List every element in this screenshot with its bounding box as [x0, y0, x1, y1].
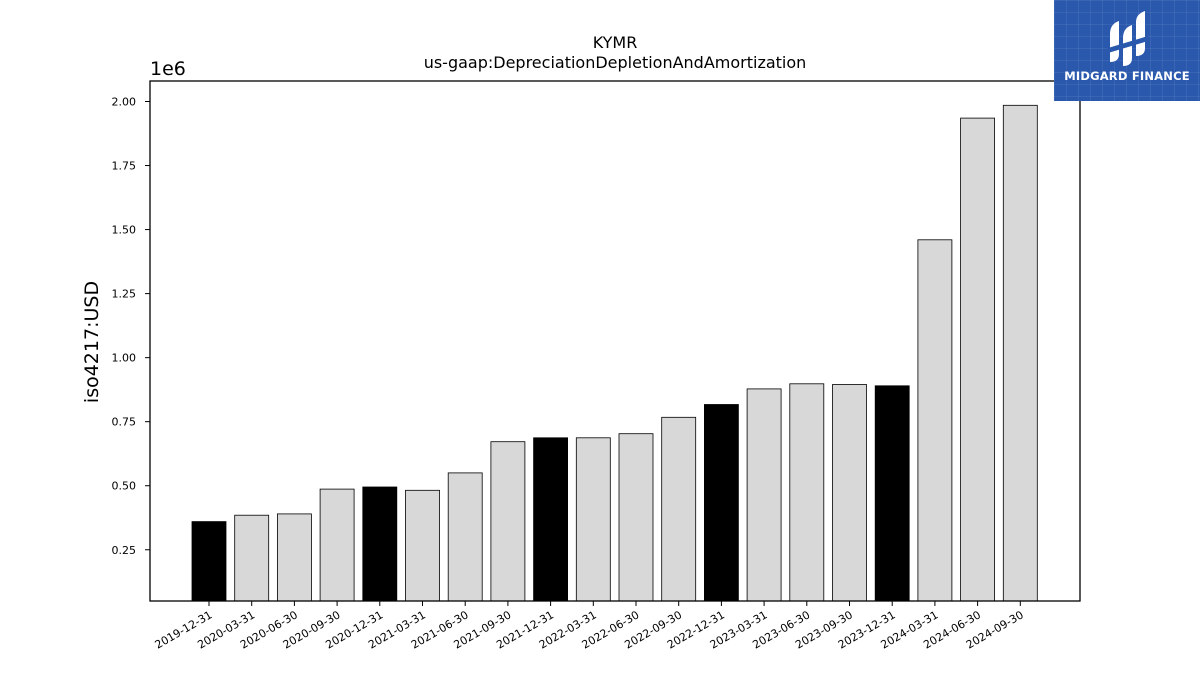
bars: [191, 104, 1038, 602]
bar-2020-03-31: [234, 514, 270, 602]
bar-2019-12-31: [191, 521, 227, 602]
chart-subtitle: us-gaap:DepreciationDepletionAndAmortiza…: [424, 53, 807, 72]
bar-2023-03-31: [746, 388, 782, 602]
bar-2021-03-31: [405, 489, 440, 602]
bar-2021-09-30: [490, 441, 526, 602]
bar-2021-06-30: [447, 472, 483, 602]
bar-2020-06-30: [276, 513, 312, 602]
bar-2024-03-31: [917, 239, 953, 602]
y-axis-label: iso4217:USD: [81, 281, 103, 403]
y-axis-ticks: 0.25 0.50 0.75 1.00 1.25 1.50 1.75 2.00: [112, 95, 150, 557]
chart-title: KYMR: [593, 33, 638, 52]
y-tick-label: 1.50: [112, 224, 137, 237]
y-tick-label: 1.25: [112, 288, 137, 301]
bar-2023-06-30: [789, 383, 825, 602]
bar-2023-12-31: [874, 385, 910, 602]
y-tick-label: 2.00: [112, 95, 137, 108]
y-tick-label: 0.75: [112, 416, 137, 429]
plot-frame: [149, 80, 1081, 602]
brand-name: MIDGARD FINANCE: [1064, 69, 1190, 83]
y-tick-label: 0.25: [112, 544, 137, 557]
midgard-logo-icon: [1108, 11, 1148, 66]
bar-2022-06-30: [618, 433, 654, 602]
bar-2022-03-31: [575, 437, 611, 602]
y-tick-label: 1.00: [112, 352, 137, 365]
bar-2020-09-30: [319, 488, 355, 602]
bar-2020-12-31: [362, 486, 398, 602]
bar-2023-09-30: [832, 384, 867, 602]
bar-2024-06-30: [960, 117, 995, 602]
bar-2022-12-31: [704, 404, 739, 602]
y-tick-label: 0.50: [112, 480, 137, 493]
y-axis-offset-label: 1e6: [150, 58, 186, 80]
brand-logo: MIDGARD FINANCE: [1054, 0, 1200, 101]
x-axis-ticks: 2019-12-312020-03-312020-06-302020-09-30…: [153, 601, 1026, 652]
y-tick-label: 1.75: [112, 160, 137, 173]
bar-2021-12-31: [533, 437, 568, 602]
bar-2024-09-30: [1002, 104, 1038, 602]
bar-2022-09-30: [661, 416, 697, 602]
